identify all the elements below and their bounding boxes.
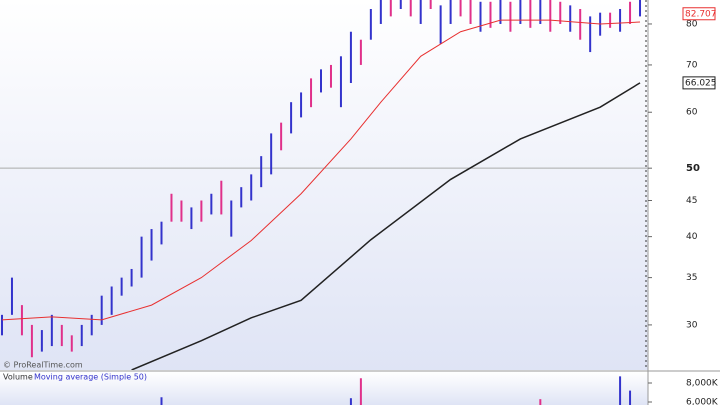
y-tick-label: 6,000K (686, 397, 719, 405)
y-tick-label: 35 (686, 273, 697, 283)
price-label-box (682, 76, 716, 90)
volume-subtitle: Moving average (Simple 50) (34, 373, 147, 382)
y-tick-label: 50 (686, 163, 700, 174)
y-tick-label: 45 (686, 196, 697, 206)
price-label: 66.025 (685, 78, 717, 88)
y-tick-label: 40 (686, 232, 698, 242)
copyright: © ProRealTime.com (3, 361, 83, 370)
y-tick-label: 60 (686, 108, 698, 118)
price-label-box (682, 7, 716, 21)
y-tick-label: 70 (686, 60, 698, 70)
y-tick-label: 8,000K (686, 379, 719, 389)
volume-title: Volume (3, 373, 33, 382)
moving-average-line (1, 19, 641, 321)
price-label: 82.707 (685, 9, 717, 19)
y-tick-label: 80 (686, 19, 698, 29)
main-panel (0, 0, 648, 370)
moving-average-line (131, 82, 641, 370)
y-tick-label: 30 (686, 320, 698, 330)
